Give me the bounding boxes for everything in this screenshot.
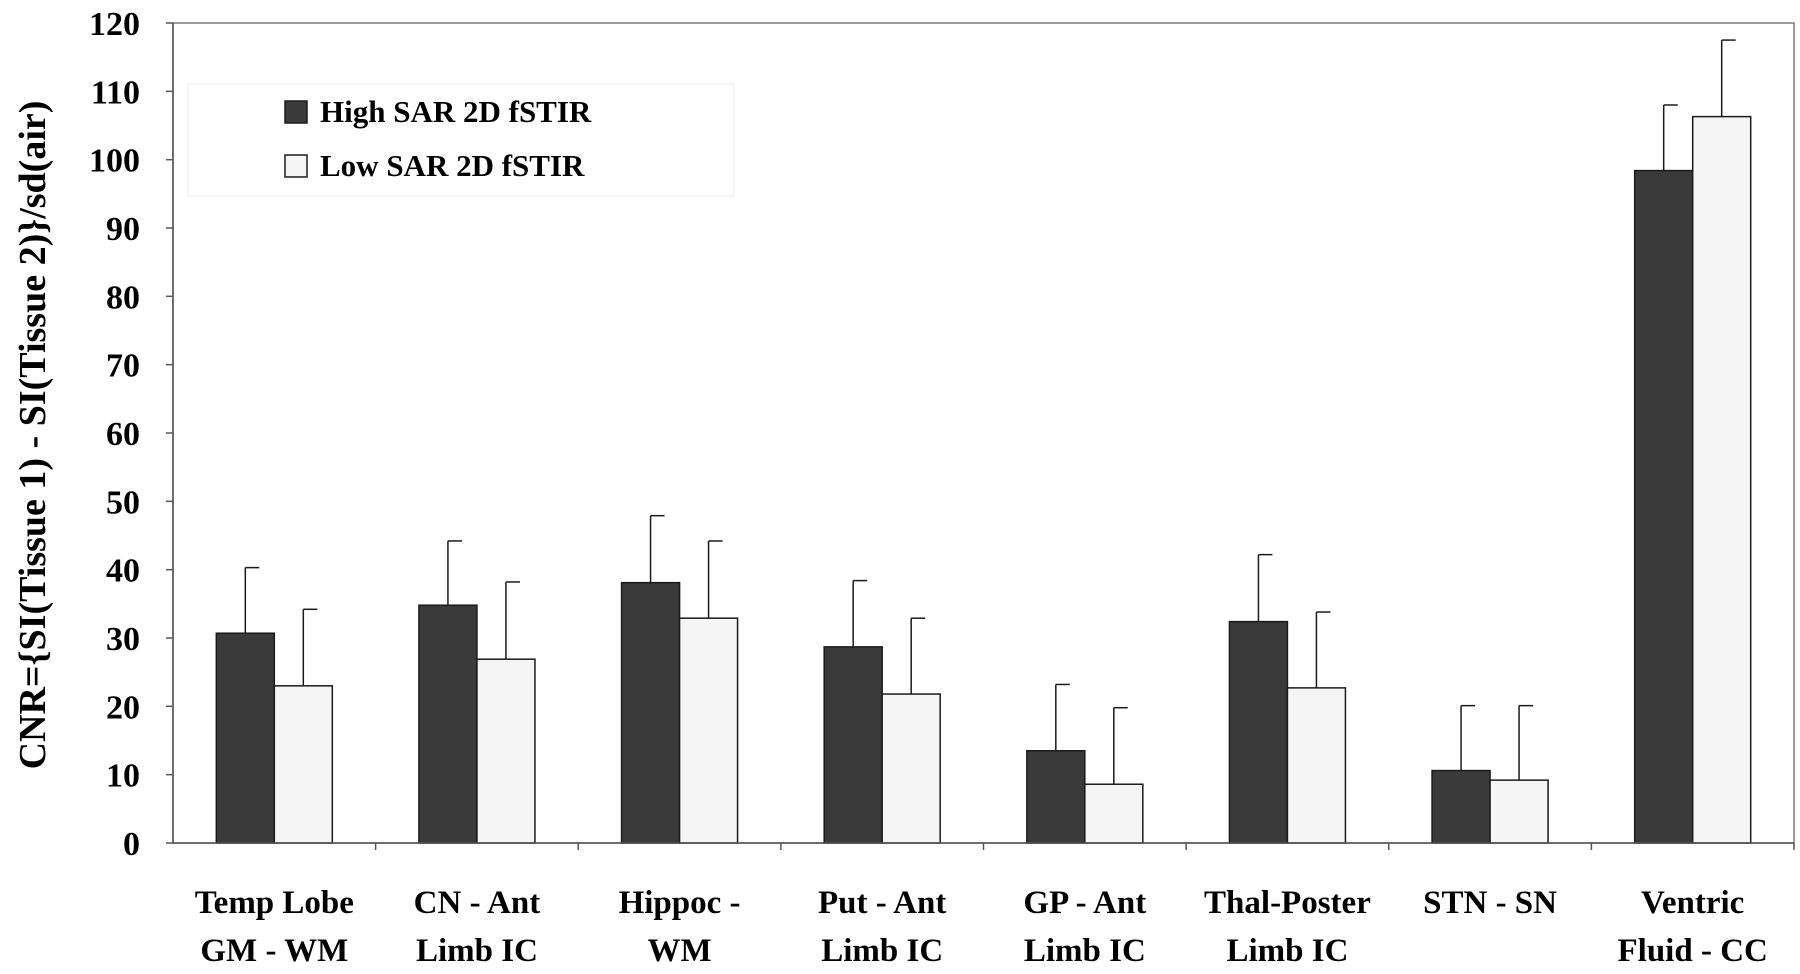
y-tick-label: 90 bbox=[106, 211, 140, 248]
x-tick-label-line: Limb IC bbox=[1226, 933, 1348, 969]
x-tick-label: Temp Lobe GM - WM bbox=[195, 885, 354, 969]
x-axis: Temp Lobe GM - WM CN - Ant Limb IC Hippoc - W… bbox=[173, 842, 1795, 969]
y-tick-label: 10 bbox=[106, 758, 140, 795]
x-tick-label-line: Fluid - CC bbox=[1618, 933, 1768, 969]
bar-high-sar bbox=[1633, 169, 1694, 844]
x-tick-label-line: Thal-Poster bbox=[1204, 885, 1371, 921]
bar-high-sar bbox=[418, 604, 478, 844]
bar-low-sar bbox=[678, 617, 739, 844]
bar-high-sar bbox=[1026, 750, 1086, 844]
y-tick-label: 100 bbox=[89, 143, 140, 180]
x-tick-label-line: Limb IC bbox=[1024, 933, 1146, 969]
legend: High SAR 2D fSTIR Low SAR 2D fSTIR bbox=[187, 83, 735, 197]
legend-label: Low SAR 2D fSTIR bbox=[320, 148, 585, 183]
bar-low-sar bbox=[881, 693, 941, 844]
x-tick-label-line: GM - WM bbox=[200, 933, 348, 969]
x-tick-label: Put - Ant Limb IC bbox=[818, 885, 946, 969]
bar-low-sar bbox=[1084, 783, 1144, 844]
bar-high-sar bbox=[215, 632, 276, 844]
bar-low-sar bbox=[273, 685, 334, 844]
y-axis-label: CNR={SI(Tissue 1) - SI(Tissue 2)}/sd(air… bbox=[12, 101, 54, 770]
bar-low-sar bbox=[476, 658, 536, 844]
error-bars-group bbox=[244, 39, 1736, 785]
x-tick-label: Hippoc - WM bbox=[619, 885, 741, 969]
y-tick-label: 40 bbox=[106, 553, 140, 590]
x-tick-label: Thal-Poster Limb IC bbox=[1204, 885, 1371, 969]
legend-swatch bbox=[284, 100, 308, 124]
legend-box bbox=[187, 83, 735, 197]
y-axis: 0 10 20 30 40 50 60 70 80 90 100 110 120 bbox=[89, 6, 174, 863]
y-tick-label: 110 bbox=[91, 74, 140, 111]
y-tick-label: 20 bbox=[106, 689, 140, 726]
legend-label: High SAR 2D fSTIR bbox=[320, 94, 592, 129]
x-tick-label: Ventric Fluid - CC bbox=[1618, 885, 1768, 969]
x-tick-label-line: Temp Lobe bbox=[195, 885, 354, 921]
x-tick-label-line: Limb IC bbox=[416, 933, 538, 969]
y-tick-label: 70 bbox=[106, 348, 140, 385]
bar-low-sar bbox=[1286, 687, 1347, 844]
bar-high-sar bbox=[1431, 769, 1491, 844]
y-tick-label: 120 bbox=[89, 6, 140, 43]
bar-low-sar bbox=[1489, 779, 1549, 844]
y-tick-label: 60 bbox=[106, 416, 140, 453]
x-tick-label-line: GP - Ant bbox=[1023, 885, 1146, 921]
x-tick-label-line: Limb IC bbox=[821, 933, 943, 969]
bar-high-sar bbox=[1228, 620, 1289, 844]
x-tick-label: STN - SN bbox=[1423, 885, 1557, 921]
x-tick-label-line: Put - Ant bbox=[818, 885, 946, 921]
x-tick-label-line: CN - Ant bbox=[414, 885, 541, 921]
y-tick-label: 0 bbox=[123, 826, 140, 863]
y-tick-label: 30 bbox=[106, 621, 140, 658]
x-tick-label-line: WM bbox=[647, 933, 711, 969]
y-tick-label: 80 bbox=[106, 279, 140, 316]
x-tick-label-line: Ventric bbox=[1641, 885, 1744, 921]
x-tick-label-line: STN - SN bbox=[1423, 885, 1557, 921]
x-tick-label-line: Hippoc - bbox=[619, 885, 741, 921]
x-tick-label: GP - Ant Limb IC bbox=[1023, 885, 1146, 969]
bar-low-sar bbox=[1691, 115, 1752, 844]
bar-high-sar bbox=[823, 646, 883, 844]
bars-group bbox=[215, 115, 1752, 844]
legend-swatch bbox=[284, 154, 308, 178]
x-tick-label: CN - Ant Limb IC bbox=[414, 885, 541, 969]
bar-high-sar bbox=[620, 581, 681, 844]
y-tick-label: 50 bbox=[106, 484, 140, 521]
